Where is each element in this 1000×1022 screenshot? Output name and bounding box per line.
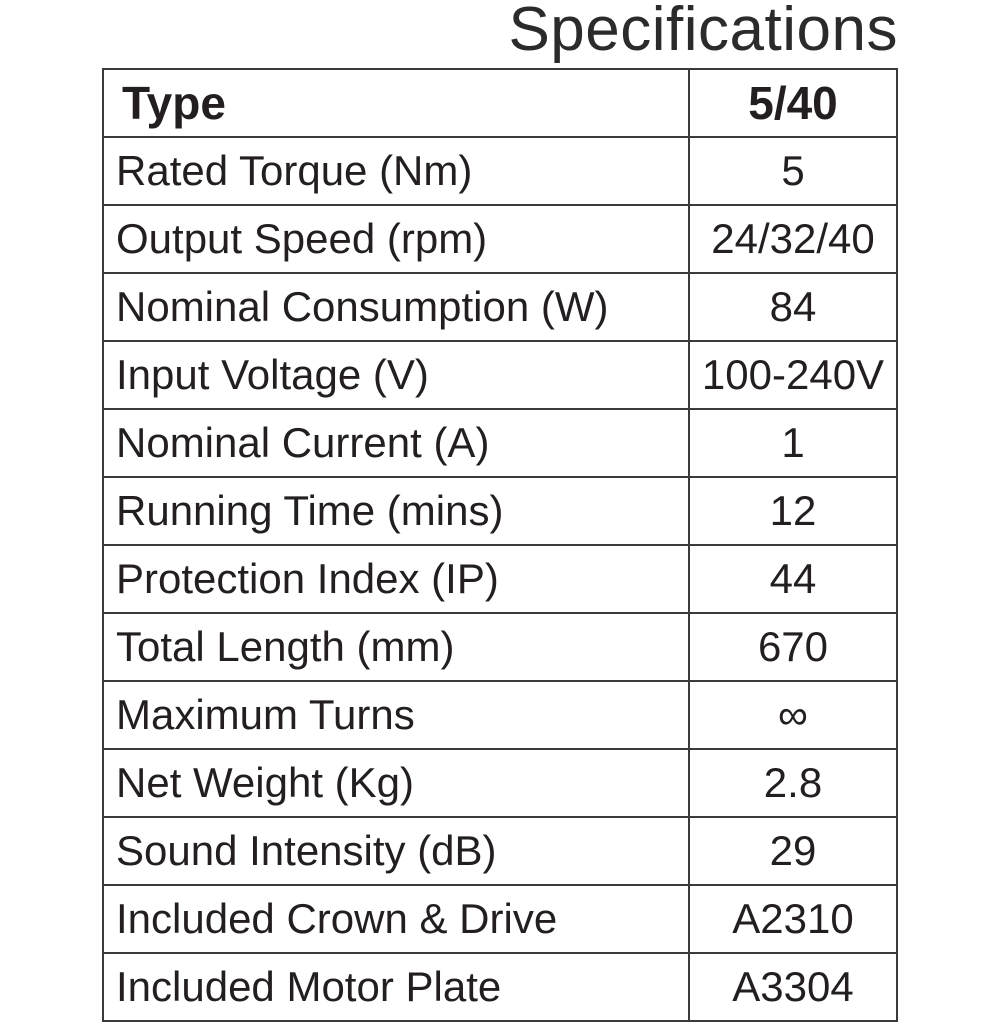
table-row: Net Weight (Kg) 2.8	[102, 748, 898, 818]
table-row: Included Crown & Drive A2310	[102, 884, 898, 954]
table-row: Nominal Consumption (W) 84	[102, 272, 898, 342]
spec-value: 24/32/40	[688, 204, 898, 274]
spec-value: 2.8	[688, 748, 898, 818]
spec-label: Protection Index (IP)	[102, 544, 690, 614]
table-row: Protection Index (IP) 44	[102, 544, 898, 614]
spec-value: 1	[688, 408, 898, 478]
spec-label: Input Voltage (V)	[102, 340, 690, 410]
spec-label: Running Time (mins)	[102, 476, 690, 546]
spec-value: 29	[688, 816, 898, 886]
spec-label: Nominal Current (A)	[102, 408, 690, 478]
spec-value: 100-240V	[688, 340, 898, 410]
table-row: Rated Torque (Nm) 5	[102, 136, 898, 206]
page-title: Specifications	[508, 0, 898, 64]
spec-value: 84	[688, 272, 898, 342]
spec-value: 12	[688, 476, 898, 546]
table-row: Input Voltage (V) 100-240V	[102, 340, 898, 410]
spec-label: Included Motor Plate	[102, 952, 690, 1022]
header-label: Type	[102, 68, 690, 138]
spec-value: A2310	[688, 884, 898, 954]
spec-label: Net Weight (Kg)	[102, 748, 690, 818]
spec-label: Sound Intensity (dB)	[102, 816, 690, 886]
specifications-table: Type 5/40 Rated Torque (Nm) 5 Output Speed…	[102, 68, 898, 1022]
table-header-row: Type 5/40	[102, 68, 898, 138]
spec-value: A3304	[688, 952, 898, 1022]
spec-label: Included Crown & Drive	[102, 884, 690, 954]
table-row: Maximum Turns ∞	[102, 680, 898, 750]
table-row: Output Speed (rpm) 24/32/40	[102, 204, 898, 274]
spec-value: 44	[688, 544, 898, 614]
spec-value: 670	[688, 612, 898, 682]
spec-label: Rated Torque (Nm)	[102, 136, 690, 206]
table-row: Running Time (mins) 12	[102, 476, 898, 546]
spec-label: Maximum Turns	[102, 680, 690, 750]
spec-value: 5	[688, 136, 898, 206]
table-row: Sound Intensity (dB) 29	[102, 816, 898, 886]
spec-label: Nominal Consumption (W)	[102, 272, 690, 342]
table-row: Total Length (mm) 670	[102, 612, 898, 682]
spec-value: ∞	[688, 680, 898, 750]
spec-label: Total Length (mm)	[102, 612, 690, 682]
table-row: Included Motor Plate A3304	[102, 952, 898, 1022]
spec-label: Output Speed (rpm)	[102, 204, 690, 274]
table-row: Nominal Current (A) 1	[102, 408, 898, 478]
header-value: 5/40	[688, 68, 898, 138]
